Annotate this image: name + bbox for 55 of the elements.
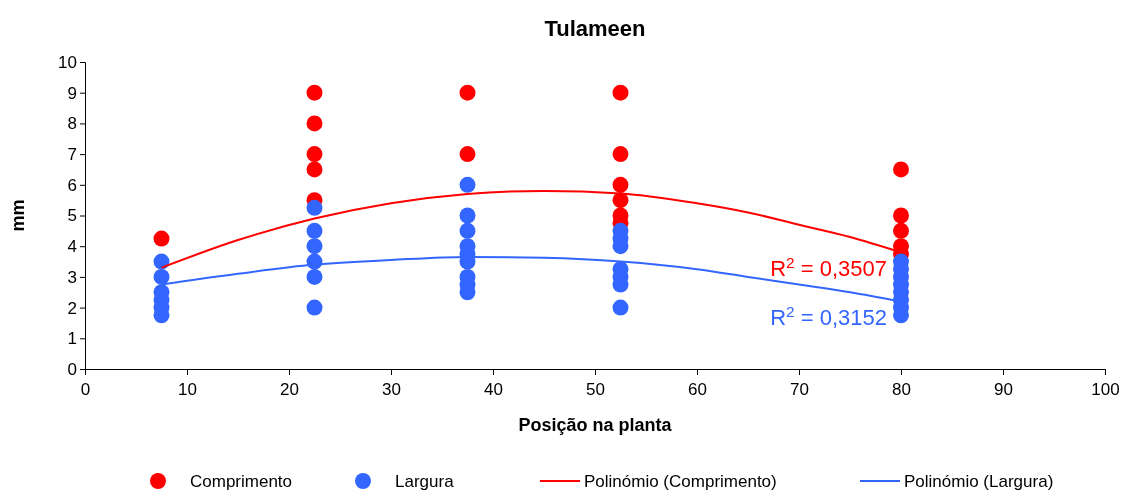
annotation: R$^{2}$ = 0,3152 xyxy=(770,302,887,331)
legend-label: Largura xyxy=(395,472,455,491)
point xyxy=(893,161,909,178)
point xyxy=(306,238,323,255)
point xyxy=(893,222,909,239)
x-tick-label: 10 xyxy=(178,380,197,399)
annotation: R$^{2}$ = 0,3507 xyxy=(770,253,887,282)
point xyxy=(459,84,476,101)
x-tick-label: 70 xyxy=(790,380,809,399)
point xyxy=(306,268,323,285)
legend-label: Comprimento xyxy=(190,472,293,491)
y-tick-label: 6 xyxy=(67,175,77,195)
point xyxy=(612,192,629,209)
x-tick-label: 30 xyxy=(382,380,401,399)
x-tick-label: 20 xyxy=(280,380,299,399)
point xyxy=(612,176,629,193)
legend-label: Polinómio (Comprimento) xyxy=(584,472,777,491)
point xyxy=(612,146,629,163)
y-tick-label: 2 xyxy=(67,298,77,318)
x-tick-label: 0 xyxy=(80,380,91,399)
x-axis-title: Posição na planta xyxy=(518,415,673,435)
y-tick-label: 0 xyxy=(67,359,77,379)
point xyxy=(612,299,629,316)
point xyxy=(153,268,170,285)
point xyxy=(459,146,476,163)
point xyxy=(459,176,476,193)
point xyxy=(306,222,323,239)
point xyxy=(306,161,323,178)
point xyxy=(893,207,909,224)
point xyxy=(306,115,323,132)
x-tick-label: 90 xyxy=(994,380,1013,399)
point xyxy=(459,222,476,239)
chart-title: Tulameen xyxy=(544,16,646,41)
legend-label: Polinómio (Largura) xyxy=(904,472,1054,491)
point xyxy=(306,299,323,316)
y-tick-label: 3 xyxy=(67,267,77,287)
point xyxy=(306,199,323,216)
x-tick-label: 80 xyxy=(892,380,911,399)
y-tick-label: 8 xyxy=(67,114,77,134)
x-tick-label: 50 xyxy=(586,380,605,399)
point xyxy=(612,84,629,101)
y-tick-label: 5 xyxy=(67,206,77,226)
x-tick-label: 60 xyxy=(688,380,707,399)
y-tick-label: 7 xyxy=(67,145,77,165)
y-tick-label: 10 xyxy=(58,52,77,72)
x-tick-label: 40 xyxy=(484,380,503,399)
point xyxy=(306,146,323,163)
point xyxy=(306,84,323,101)
x-tick-label: 100 xyxy=(1091,380,1120,399)
y-tick-label: 9 xyxy=(67,83,77,103)
point xyxy=(459,207,476,224)
y-tick-label: 1 xyxy=(67,329,77,349)
y-tick-label: 4 xyxy=(67,237,77,257)
y-axis-title: mm xyxy=(8,199,28,232)
point xyxy=(153,230,170,247)
